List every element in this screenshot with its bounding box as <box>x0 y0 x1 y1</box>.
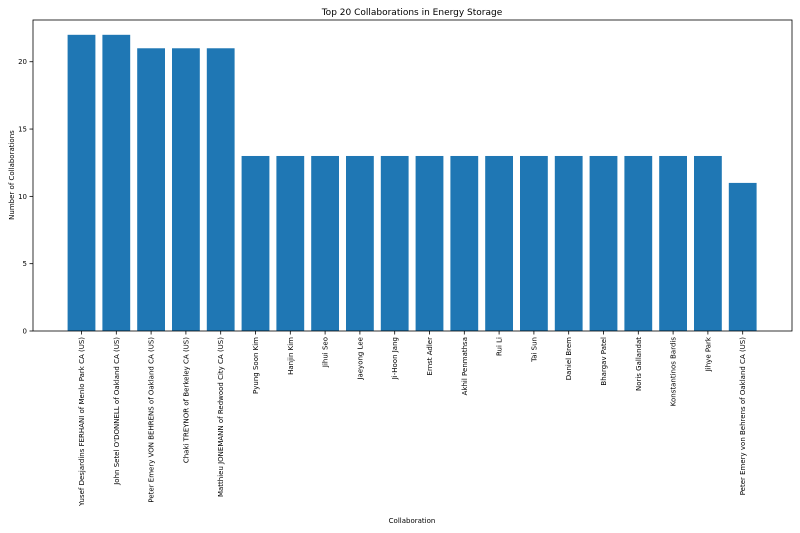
y-axis-label: Number of Collaborations <box>8 130 16 220</box>
y-tick-label: 0 <box>23 328 27 336</box>
bar <box>346 156 374 331</box>
y-tick-label: 20 <box>18 58 27 66</box>
x-tick-label: Peter Emery von Behrens of Oakland CA (U… <box>739 337 747 496</box>
x-axis-label: Collaboration <box>389 517 436 525</box>
x-tick-label: Akhil Penmathsa <box>461 337 469 395</box>
x-tick-label: Ernst Adler <box>426 337 434 376</box>
bar <box>659 156 687 331</box>
bar <box>68 35 96 331</box>
x-tick-label: John Setel O'DONNELL of Oakland CA (US) <box>113 337 121 486</box>
x-tick-label: Noris Gallandat <box>635 337 643 391</box>
x-tick-label: Rui Li <box>496 337 504 356</box>
x-tick-label: Peter Emery VON BEHRENS of Oakland CA (U… <box>148 337 156 503</box>
bar <box>485 156 513 331</box>
bar <box>242 156 270 331</box>
bar <box>172 48 200 331</box>
x-tick-label: Jihui Seo <box>322 337 330 368</box>
bar <box>520 156 548 331</box>
bar <box>137 48 165 331</box>
bar <box>694 156 722 331</box>
x-tick-label: Yusef Desjardins FERHANI of Menlo Park C… <box>78 337 86 507</box>
bar <box>311 156 339 331</box>
bars-group <box>68 35 757 331</box>
y-tick-label: 15 <box>18 126 27 134</box>
bar <box>276 156 304 331</box>
x-tick-label: Bhargav Patel <box>600 337 608 386</box>
bar <box>590 156 618 331</box>
y-tick-label: 10 <box>18 193 27 201</box>
x-tick-label: Chaki TREYNOR of Berkeley CA (US) <box>182 337 190 463</box>
bar <box>416 156 444 331</box>
bar <box>102 35 130 331</box>
x-tick-label: Ji-Hoon Jang <box>391 337 399 380</box>
x-tick-label: Daniel Brem <box>565 337 573 380</box>
bar <box>381 156 409 331</box>
chart-title: Top 20 Collaborations in Energy Storage <box>321 8 503 18</box>
bar <box>450 156 478 331</box>
bar <box>555 156 583 331</box>
bar <box>207 48 235 331</box>
bar <box>729 183 757 331</box>
x-tick-label: Jihye Park <box>704 336 712 372</box>
y-tick-label: 5 <box>23 260 27 268</box>
x-tick-label: Matthieu JONEMANN of Redwood City CA (US… <box>217 337 225 497</box>
x-tick-label: Jaeyong Lee <box>356 337 364 381</box>
x-axis: Yusef Desjardins FERHANI of Menlo Park C… <box>78 331 747 507</box>
y-axis: 0 5 10 15 20 <box>18 58 33 335</box>
x-tick-label: Hanjin Kim <box>287 337 295 375</box>
bar <box>624 156 652 331</box>
x-tick-label: Konstantinos Bardis <box>670 337 678 407</box>
x-tick-label: Pyung Soon Kim <box>252 337 260 394</box>
x-tick-label: Tai Sun <box>530 337 538 363</box>
